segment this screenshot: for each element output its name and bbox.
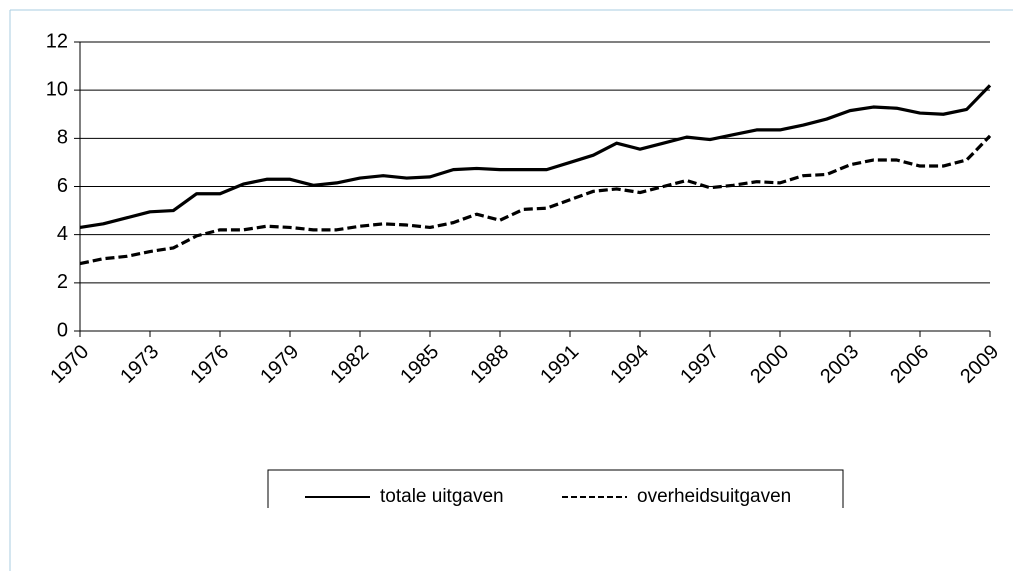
x-tick-label: 1991 (536, 341, 583, 388)
series-line (79, 84, 992, 230)
x-tick-label: 1985 (396, 341, 443, 388)
x-tick-label: 2000 (746, 341, 793, 388)
y-tick-label: 10 (46, 78, 68, 100)
x-tick-label: 1982 (326, 341, 373, 388)
x-tick-label: 2009 (956, 341, 1003, 388)
y-tick-label: 6 (57, 175, 68, 197)
legend-label: totale uitgaven (380, 486, 504, 507)
x-tick-label: 1973 (116, 341, 163, 388)
x-tick-label: 1994 (606, 341, 653, 388)
legend-box (267, 469, 844, 515)
x-tick-label: 1997 (676, 341, 723, 388)
y-tick-label: 4 (57, 223, 68, 245)
x-tick-label: 1970 (46, 341, 93, 388)
series-line (79, 134, 992, 266)
y-tick-label: 0 (57, 319, 68, 341)
y-tick-label: 8 (57, 127, 68, 149)
x-tick-label: 1979 (256, 341, 303, 388)
x-tick-label: 2006 (886, 341, 933, 388)
x-tick-label: 1976 (186, 341, 233, 388)
legend-clip (260, 508, 860, 528)
y-tick-label: 12 (46, 30, 68, 52)
x-tick-label: 2003 (816, 341, 863, 388)
legend-label: overheidsuitgaven (637, 486, 791, 507)
x-tick-label: 1988 (466, 341, 513, 388)
y-tick-label: 2 (57, 271, 68, 293)
